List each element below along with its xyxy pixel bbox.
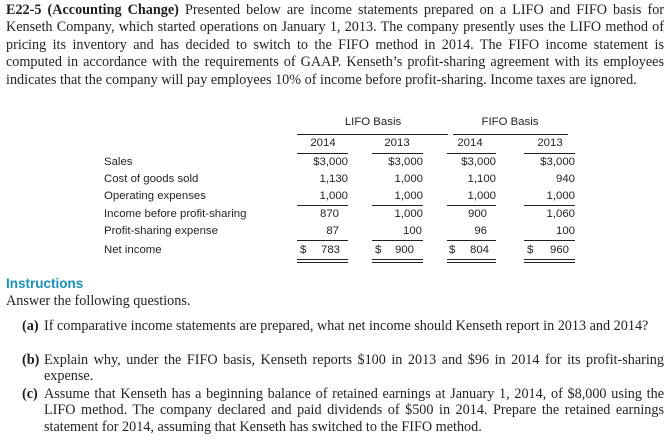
year-lifo-2013: 2013 — [384, 137, 410, 149]
double-rule — [297, 259, 348, 263]
cell-sales-fifo-2013: $3,000 — [540, 156, 575, 168]
total-rule — [447, 240, 496, 241]
question-a-label: (a) — [22, 318, 39, 334]
fifo-heading-rule — [453, 134, 568, 135]
row-label-sales: Sales — [104, 156, 133, 168]
subtotal-rule — [372, 205, 423, 206]
cell-sales-lifo-2014: $3,000 — [313, 156, 348, 168]
year-lifo-2014: 2014 — [310, 137, 336, 149]
cell-pse-fifo-2013: 100 — [555, 225, 575, 237]
total-rule — [372, 240, 423, 241]
cell-opex-fifo-2013: 1,000 — [546, 190, 575, 202]
cell-cogs-fifo-2014: 1,100 — [467, 173, 496, 185]
instructions-lead: Answer the following questions. — [6, 293, 191, 309]
total-rule — [524, 240, 575, 241]
question-b: (b) Explain why, under the FIFO basis, K… — [22, 352, 664, 385]
cell-cogs-fifo-2013: 940 — [555, 173, 575, 185]
exercise-label: E22-5 (Accounting Change) — [6, 2, 179, 18]
cell-sales-fifo-2014: $3,000 — [461, 156, 496, 168]
exercise-text: Presented below are income statements pr… — [6, 2, 665, 88]
cell-cogs-lifo-2013: 1,000 — [394, 173, 423, 185]
year-rule — [524, 153, 575, 154]
currency-sign: $ — [375, 244, 382, 256]
cell-net-income-lifo-2013: 900 — [394, 244, 414, 256]
cell-ibps-fifo-2014: 900 — [467, 208, 487, 220]
double-rule — [372, 259, 423, 263]
cell-net-income-fifo-2014: 804 — [469, 244, 489, 256]
cell-ibps-lifo-2014: 870 — [319, 208, 339, 220]
cell-pse-fifo-2014: 96 — [474, 225, 487, 237]
cell-sales-lifo-2013: $3,000 — [388, 156, 423, 168]
cell-net-income-lifo-2014: 783 — [320, 244, 340, 256]
year-fifo-2014: 2014 — [457, 137, 483, 149]
cell-ibps-lifo-2013: 1,000 — [394, 208, 423, 220]
currency-sign: $ — [300, 244, 307, 256]
subtotal-rule — [297, 205, 348, 206]
cell-ibps-fifo-2013: 1,060 — [546, 208, 575, 220]
currency-sign: $ — [449, 244, 456, 256]
fifo-basis-heading: FIFO Basis — [481, 116, 539, 128]
double-rule — [524, 259, 575, 263]
total-rule — [297, 240, 348, 241]
cell-pse-lifo-2014: 87 — [326, 225, 339, 237]
cell-cogs-lifo-2014: 1,130 — [319, 173, 348, 185]
question-a: (a) If comparative income statements are… — [22, 318, 664, 334]
income-statement-table: LIFO Basis FIFO Basis 2014 2013 2014 201… — [98, 113, 578, 263]
year-rule — [372, 153, 423, 154]
question-c: (c) Assume that Kenseth has a beginning … — [22, 386, 664, 435]
question-a-text: If comparative income statements are pre… — [44, 318, 649, 334]
row-label-income-before-profit-sharing: Income before profit-sharing — [104, 208, 247, 220]
currency-sign: $ — [527, 244, 534, 256]
row-label-cogs: Cost of goods sold — [104, 173, 199, 185]
cell-pse-lifo-2013: 100 — [402, 225, 422, 237]
row-label-operating-expenses: Operating expenses — [104, 190, 206, 202]
row-label-net-income: Net income — [104, 244, 162, 256]
cell-opex-fifo-2014: 1,000 — [467, 190, 496, 202]
double-rule — [447, 259, 496, 263]
row-label-profit-sharing-expense: Profit-sharing expense — [104, 225, 218, 237]
cell-opex-lifo-2013: 1,000 — [394, 190, 423, 202]
instructions-heading: Instructions — [6, 276, 84, 291]
question-b-label: (b) — [22, 352, 40, 368]
year-rule — [297, 153, 348, 154]
lifo-heading-rule — [297, 134, 448, 135]
exercise-intro: E22-5 (Accounting Change) Presented belo… — [6, 2, 664, 89]
subtotal-rule — [524, 205, 575, 206]
subtotal-rule — [447, 205, 496, 206]
question-c-text: Assume that Kenseth has a beginning bala… — [44, 386, 664, 435]
year-fifo-2013: 2013 — [537, 137, 563, 149]
cell-opex-lifo-2014: 1,000 — [319, 190, 348, 202]
question-b-text: Explain why, under the FIFO basis, Kense… — [44, 352, 664, 385]
question-c-label: (c) — [22, 386, 38, 402]
year-rule — [447, 153, 496, 154]
cell-net-income-fifo-2013: 960 — [549, 244, 569, 256]
lifo-basis-heading: LIFO Basis — [344, 116, 402, 128]
